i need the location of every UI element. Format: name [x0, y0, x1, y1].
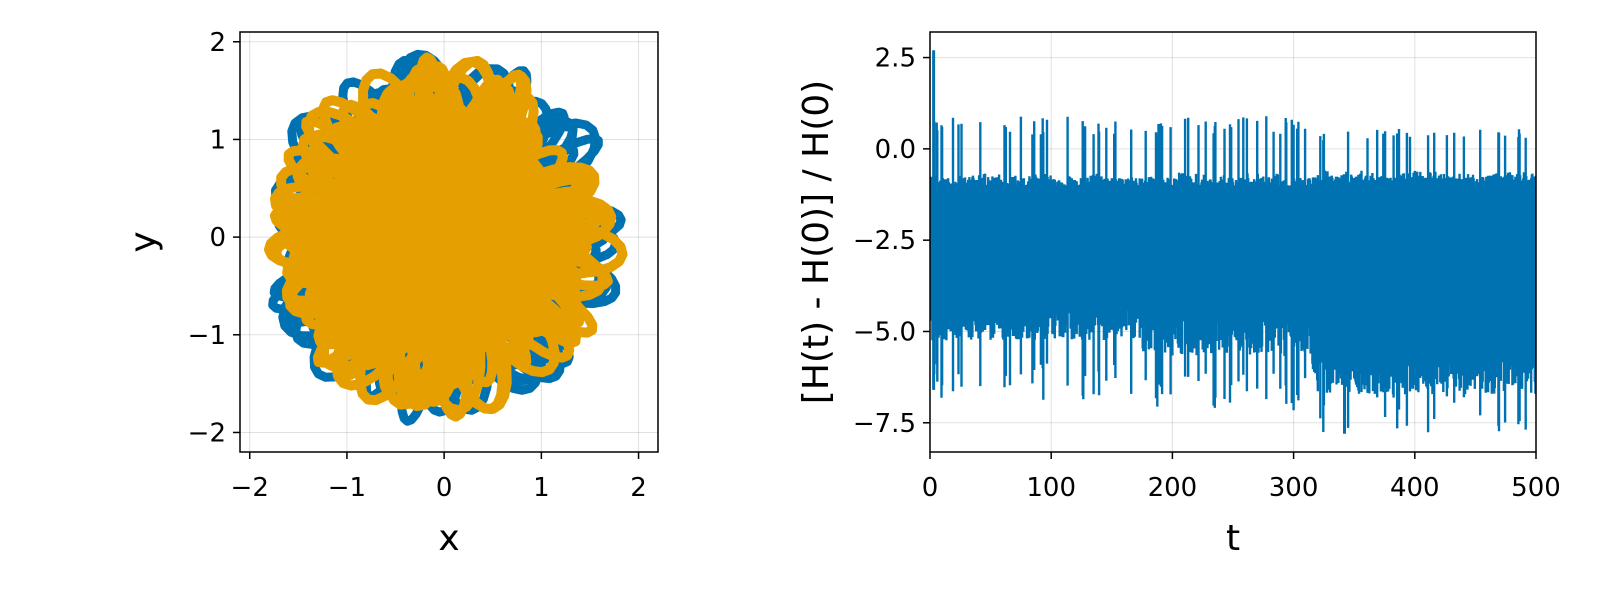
energy-error-plot-frame	[929, 31, 1537, 453]
x-tick-label: 300	[1269, 473, 1319, 503]
energy-error-y-axis-label: [H(t) - H(0)] / H(0)	[796, 80, 837, 404]
trajectory-x-axis-label: x	[438, 518, 459, 559]
y-tick-label: −2.5	[853, 226, 916, 256]
energy-error-plot: 0 100 200 300 400 500 −7.5 −5.0 −2.5 0.0 2.5 t [H(…	[796, 31, 1561, 559]
y-tick-label: −7.5	[853, 409, 916, 439]
trajectory-orange-core	[322, 115, 566, 359]
x-tick-label: 400	[1390, 473, 1440, 503]
y-tick-label: 0	[209, 223, 226, 253]
trajectory-plot-frame	[239, 31, 659, 453]
y-tick-label: 0.0	[875, 135, 916, 165]
trajectory-y-axis-label: y	[123, 231, 164, 252]
energy-error-x-axis-label: t	[1226, 518, 1240, 559]
x-tick-label: 1	[533, 473, 550, 503]
x-tick-label: 2	[630, 473, 647, 503]
x-tick-label: 0	[436, 473, 453, 503]
trajectory-ticks: −2 −1 0 1 2 −2 −1 0 1 2	[188, 28, 647, 503]
y-tick-label: −5.0	[853, 317, 916, 347]
x-tick-label: −2	[231, 473, 269, 503]
y-tick-label: 1	[209, 125, 226, 155]
energy-error-data	[930, 50, 1536, 434]
y-tick-label: −1	[188, 321, 226, 351]
x-tick-label: 500	[1511, 473, 1561, 503]
x-tick-label: 0	[922, 473, 939, 503]
trajectory-plot: −2 −1 0 1 2 −2 −1 0 1 2 x y	[123, 28, 659, 559]
energy-error-ticks: 0 100 200 300 400 500 −7.5 −5.0 −2.5 0.0 2.5	[853, 44, 1561, 503]
y-tick-label: 2.5	[875, 44, 916, 74]
y-tick-label: −2	[188, 418, 226, 448]
trajectory-data	[264, 49, 628, 426]
x-tick-label: 100	[1026, 473, 1076, 503]
x-tick-label: −1	[328, 473, 366, 503]
y-tick-label: 2	[209, 28, 226, 58]
x-tick-label: 200	[1148, 473, 1198, 503]
energy-error-series	[930, 116, 1536, 433]
